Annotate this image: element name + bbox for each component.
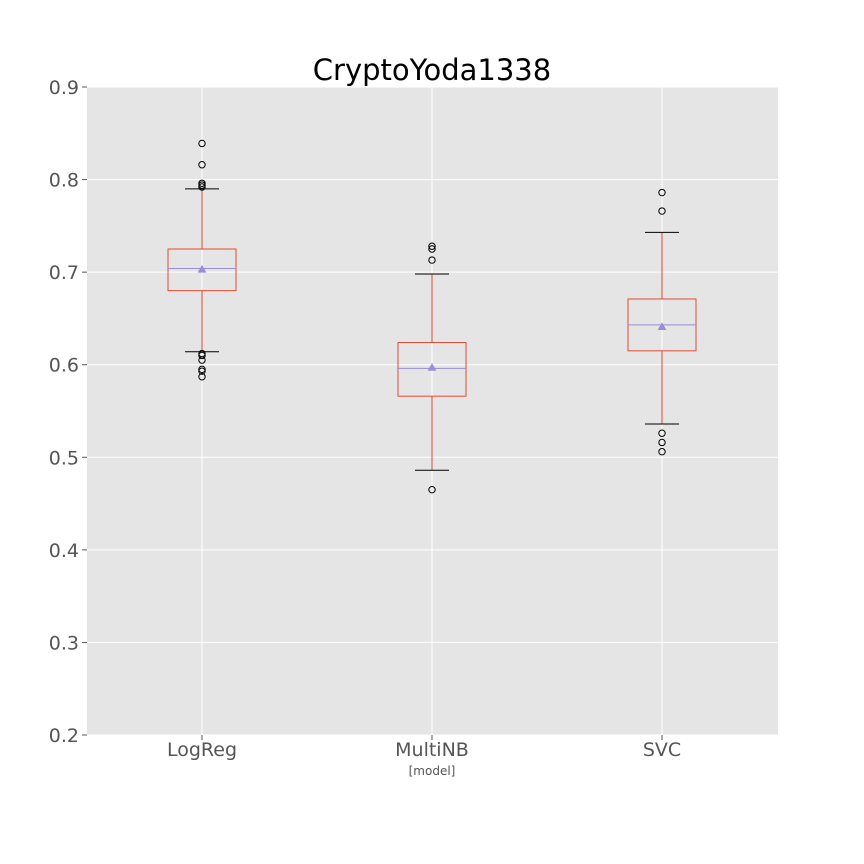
outlier-point <box>428 256 436 264</box>
y-tick-label: 0.5 <box>49 447 79 469</box>
outlier-point <box>198 351 206 360</box>
chart-title: CryptoYoda1338 <box>313 53 551 87</box>
box-layer <box>167 139 697 494</box>
mean-marker <box>427 362 437 371</box>
outlier-point <box>658 438 666 447</box>
mean-marker <box>197 264 207 273</box>
y-tick-label: 0.6 <box>49 355 79 377</box>
y-tick-label: 0.4 <box>49 540 79 562</box>
box-iqr <box>397 341 467 397</box>
outlier-point <box>658 188 666 197</box>
axis-layer: 0.2 0.3 0.4 0.5 0.6 0.7 0.8 0.9 LogReg MultiNB SVC <box>49 77 681 761</box>
y-tick-label: 0.7 <box>49 262 79 284</box>
outlier-point <box>198 373 206 381</box>
box-group-multinb <box>397 242 467 494</box>
outlier-point <box>198 161 206 169</box>
y-tick-label: 0.8 <box>49 170 79 192</box>
box-group-logreg <box>167 139 237 381</box>
outlier-point <box>428 485 436 494</box>
y-tick-label: 0.9 <box>49 77 79 99</box>
outlier-point <box>198 367 206 375</box>
outlier-point <box>198 183 206 191</box>
outlier-point <box>658 429 666 437</box>
x-tick-label: SVC <box>643 739 681 761</box>
x-tick-label: LogReg <box>167 739 237 761</box>
outlier-point <box>428 245 436 253</box>
box-group-svc <box>627 188 697 456</box>
mean-marker <box>657 322 667 331</box>
outlier-point <box>658 448 666 456</box>
x-axis-label: [model] <box>409 764 456 778</box>
x-tick-label: MultiNB <box>395 739 469 761</box>
box-iqr <box>167 248 237 292</box>
outlier-point <box>658 207 666 215</box>
outlier-point <box>198 356 206 364</box>
y-tick-label: 0.3 <box>49 632 79 654</box>
outlier-point <box>198 139 206 148</box>
outlier-point <box>428 242 436 250</box>
y-tick-label: 0.2 <box>49 725 79 747</box>
